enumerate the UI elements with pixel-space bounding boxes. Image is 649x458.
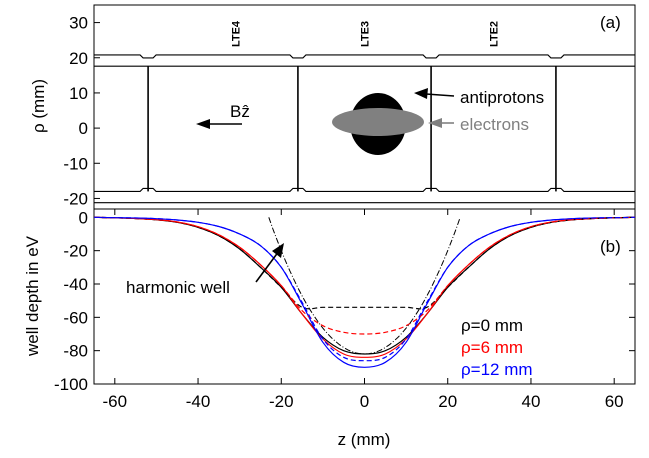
b-y-tick-label: -60 xyxy=(63,308,88,327)
x-tick-label: -20 xyxy=(269,392,294,411)
electrode-label: LTE3 xyxy=(360,21,372,47)
antiprotons-label: antiprotons xyxy=(460,88,544,107)
electrons-arrowhead xyxy=(428,118,442,128)
harmonic-well-arrow xyxy=(255,250,280,283)
panel-b-series xyxy=(93,216,636,368)
panel-a-y-ticks: -20 -10 0 10 20 30 xyxy=(63,14,100,208)
a-y-tick-label: -20 xyxy=(63,189,88,208)
x-tick-label: -40 xyxy=(186,392,211,411)
series-line-4 xyxy=(93,216,636,335)
x-axis-label: z (mm) xyxy=(338,430,391,449)
electrode-stack xyxy=(94,54,635,204)
legend-entry: ρ=6 mm xyxy=(461,338,523,357)
a-y-tick-label: 20 xyxy=(69,49,88,68)
panel-b-well-depth-chart: 0 -20 -40 -60 -80 -100 -60 -40 -20 0 20 40 60 harmo… xyxy=(23,208,636,449)
b-y-tick-label: -20 xyxy=(63,242,88,261)
series-line-5 xyxy=(93,216,636,362)
panel-b-y-axis-label: well depth in eV xyxy=(23,235,42,357)
a-y-tick-label: 10 xyxy=(69,84,88,103)
b-y-tick-label: -100 xyxy=(54,375,88,394)
x-tick-label: 0 xyxy=(360,392,369,411)
x-tick-label: 60 xyxy=(605,392,624,411)
legend-entry: ρ=12 mm xyxy=(461,360,533,379)
panel-a-label: (a) xyxy=(600,13,621,32)
electrode-label: LTE4 xyxy=(230,20,242,47)
electrode-label: LTE2 xyxy=(489,21,501,47)
harmonic-fit-line xyxy=(268,217,461,355)
a-y-tick-label: 30 xyxy=(69,14,88,33)
legend-entry: ρ=0 mm xyxy=(461,316,523,335)
a-y-tick-label: -10 xyxy=(63,154,88,173)
panel-b-label: (b) xyxy=(600,237,621,256)
b-field-label: Bẑ xyxy=(230,102,250,121)
panel-b-y-ticks: 0 -20 -40 -60 -80 -100 xyxy=(54,208,635,394)
panel-a-trap-diagram: -20 -10 0 10 20 30 LTE4 LTE3 LTE2 Bẑ antiproton… xyxy=(29,4,636,210)
b-y-tick-label: -80 xyxy=(63,342,88,361)
electrode-labels: LTE4 LTE3 LTE2 xyxy=(230,20,500,47)
x-tick-label: 20 xyxy=(438,392,457,411)
x-tick-label: 40 xyxy=(522,392,541,411)
a-y-tick-label: 0 xyxy=(79,119,88,138)
antiprotons-arrowhead xyxy=(414,88,428,99)
harmonic-well-label: harmonic well xyxy=(126,278,230,297)
b-y-tick-label: 0 xyxy=(79,208,88,227)
electrode-outer-wall xyxy=(94,187,635,192)
harmonic-well-arrowhead xyxy=(272,243,284,258)
panel-a-y-axis-label: ρ (mm) xyxy=(29,79,48,133)
b-y-tick-label: -40 xyxy=(63,275,88,294)
x-tick-label: -60 xyxy=(103,392,128,411)
legend: ρ=0 mm ρ=6 mm ρ=12 mm xyxy=(461,316,533,379)
electron-cloud xyxy=(332,108,424,136)
b-field-arrowhead xyxy=(196,119,210,129)
antiprotons-arrow xyxy=(425,93,455,97)
electrons-label: electrons xyxy=(460,115,529,134)
electrode-outer-wall xyxy=(94,54,635,59)
panel-b-x-ticks: -60 -40 -20 0 20 40 60 xyxy=(103,209,624,411)
